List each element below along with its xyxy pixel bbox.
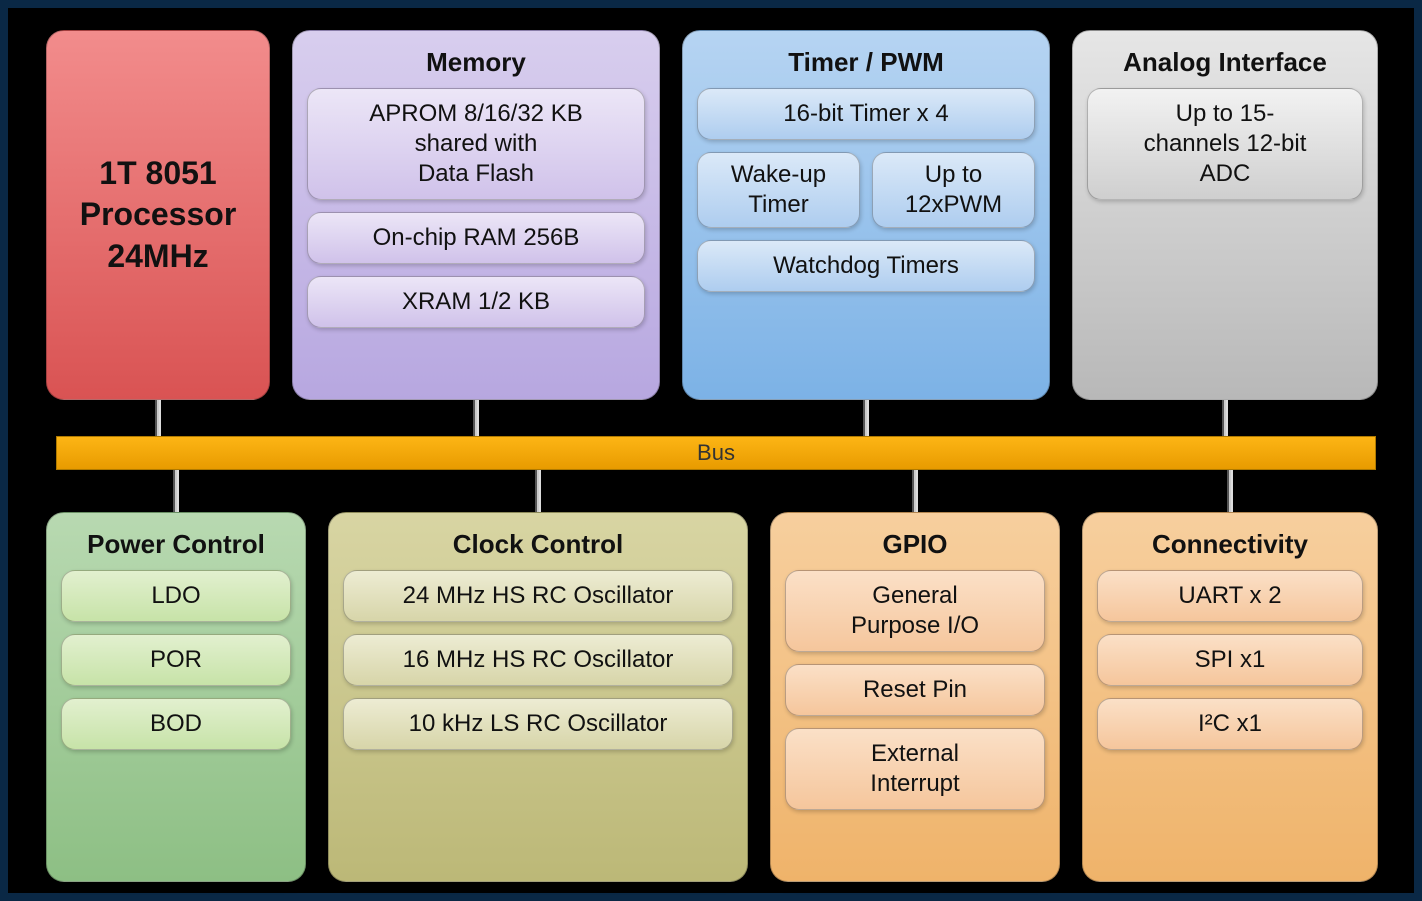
block-title-gpio: GPIO [785,529,1045,560]
pill: POR [61,634,291,686]
pill: LDO [61,570,291,622]
pill: XRAM 1/2 KB [307,276,645,328]
block-items-gpio: General Purpose I/O Reset Pin External Int… [785,570,1045,810]
connector-analog [1222,400,1228,436]
block-title-power: Power Control [61,529,291,560]
diagram-canvas: Bus 1T 8051 Processor 24MHz Memory APROM 8/… [0,0,1422,901]
block-memory: Memory APROM 8/16/32 KB shared with Data … [292,30,660,400]
block-title-analog: Analog Interface [1087,47,1363,78]
block-title-clock: Clock Control [343,529,733,560]
block-power: Power Control LDO POR BOD [46,512,306,882]
pill: 16 MHz HS RC Oscillator [343,634,733,686]
block-title-memory: Memory [307,47,645,78]
block-analog: Analog Interface Up to 15- channels 12-bi… [1072,30,1378,400]
block-clock: Clock Control 24 MHz HS RC Oscillator 16 M… [328,512,748,882]
pill: APROM 8/16/32 KB shared with Data Flash [307,88,645,200]
pill: External Interrupt [785,728,1045,810]
pill: Watchdog Timers [697,240,1035,292]
connector-processor [155,400,161,436]
connector-timer [863,400,869,436]
connector-power [173,470,179,512]
connector-memory [473,400,479,436]
pill: On-chip RAM 256B [307,212,645,264]
block-gpio: GPIO General Purpose I/O Reset Pin External… [770,512,1060,882]
block-items-connectivity: UART x 2 SPI x1 I²C x1 [1097,570,1363,750]
pill: Wake-up Timer [697,152,860,228]
block-connectivity: Connectivity UART x 2 SPI x1 I²C x1 [1082,512,1378,882]
pill: Up to 12xPWM [872,152,1035,228]
connector-connectivity [1227,470,1233,512]
pill: BOD [61,698,291,750]
block-row: Wake-up TimerUp to 12xPWM [697,152,1035,228]
connector-clock [535,470,541,512]
block-items-analog: Up to 15- channels 12-bit ADC [1087,88,1363,200]
pill: UART x 2 [1097,570,1363,622]
pill: Reset Pin [785,664,1045,716]
bus-label: Bus [697,440,735,466]
block-title-processor: 1T 8051 Processor 24MHz [61,41,255,389]
pill: 10 kHz LS RC Oscillator [343,698,733,750]
connector-gpio [912,470,918,512]
block-title-timer: Timer / PWM [697,47,1035,78]
block-items-memory: APROM 8/16/32 KB shared with Data Flash O… [307,88,645,328]
pill: General Purpose I/O [785,570,1045,652]
block-timer: Timer / PWM 16-bit Timer x 4 Wake-up Timer… [682,30,1050,400]
pill: 24 MHz HS RC Oscillator [343,570,733,622]
block-items-power: LDO POR BOD [61,570,291,750]
block-items-clock: 24 MHz HS RC Oscillator 16 MHz HS RC Osci… [343,570,733,750]
pill: I²C x1 [1097,698,1363,750]
pill: Up to 15- channels 12-bit ADC [1087,88,1363,200]
pill: 16-bit Timer x 4 [697,88,1035,140]
bus: Bus [56,436,1376,470]
block-title-connectivity: Connectivity [1097,529,1363,560]
pill: SPI x1 [1097,634,1363,686]
block-processor: 1T 8051 Processor 24MHz [46,30,270,400]
block-items-timer: 16-bit Timer x 4 Wake-up TimerUp to 12xPW… [697,88,1035,292]
